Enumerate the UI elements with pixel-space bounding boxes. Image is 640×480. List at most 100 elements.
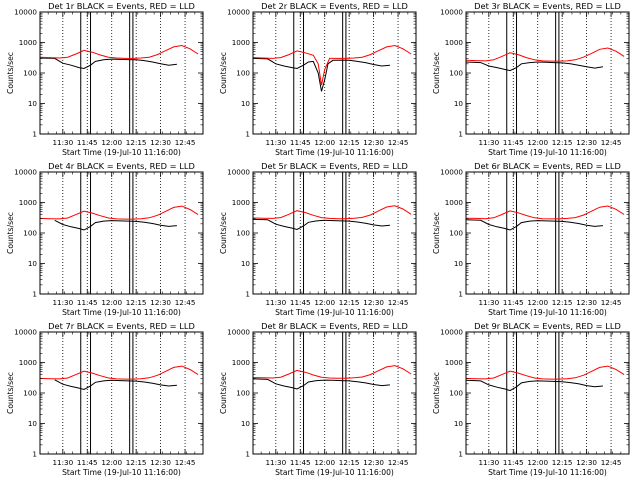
series-lld-line — [465, 365, 625, 380]
x-tick-label: 12:15 — [126, 458, 147, 467]
x-tick-label: 12:30 — [576, 138, 597, 147]
panel-title: Det 6r BLACK = Events, RED = LLD — [474, 161, 621, 171]
y-tick-label: 10 — [241, 99, 251, 108]
y-tick-label: 1000 — [445, 38, 464, 47]
x-tick-label: 12:00 — [101, 138, 122, 147]
series-events-line — [54, 219, 177, 231]
y-tick-label: 1 — [32, 130, 37, 139]
x-tick-label: 11:30 — [265, 138, 286, 147]
x-tick-label: 12:00 — [527, 138, 548, 147]
y-tick-label: 1 — [32, 290, 37, 299]
panel-title: Det 7r BLACK = Events, RED = LLD — [48, 321, 195, 331]
x-tick-label: 12:45 — [601, 298, 622, 307]
x-axis-label: Start Time (19-Jul-10 11:16:00) — [62, 468, 181, 477]
x-tick-label: 11:45 — [290, 458, 311, 467]
y-tick-label: 1 — [245, 450, 250, 459]
x-tick-label: 12:45 — [388, 458, 409, 467]
y-tick-label: 10 — [28, 99, 38, 108]
y-tick-label: 1000 — [19, 358, 38, 367]
panel-title: Det 5r BLACK = Events, RED = LLD — [261, 161, 408, 171]
x-tick-label: 12:00 — [314, 458, 335, 467]
series-events-line — [465, 379, 603, 392]
x-tick-label: 12:00 — [527, 298, 548, 307]
x-tick-label: 12:00 — [314, 298, 335, 307]
panel-6: Det 6r BLACK = Events, RED = LLD 1 10 100 10… — [432, 161, 630, 317]
panel-title: Det 2r BLACK = Events, RED = LLD — [261, 1, 408, 11]
y-tick-label: 100 — [23, 389, 37, 398]
x-tick-label: 12:15 — [339, 298, 360, 307]
series-lld-line — [39, 365, 199, 380]
series-lld-line — [465, 205, 625, 220]
y-tick-label: 1000 — [445, 198, 464, 207]
panel-7: Det 7r BLACK = Events, RED = LLD 1 10 100 10… — [6, 321, 204, 477]
x-tick-label: 12:45 — [601, 458, 622, 467]
y-axis-label: Counts/sec — [219, 52, 228, 94]
y-tick-label: 100 — [449, 229, 463, 238]
plot-frame — [465, 331, 630, 455]
y-tick-label: 1 — [245, 130, 250, 139]
panel-5: Det 5r BLACK = Events, RED = LLD 1 10 100 10… — [219, 161, 417, 317]
y-tick-label: 100 — [236, 229, 250, 238]
panel-4: Det 4r BLACK = Events, RED = LLD 1 10 100 10… — [6, 161, 204, 317]
x-tick-label: 11:30 — [265, 298, 286, 307]
y-tick-label: 1 — [458, 450, 463, 459]
y-tick-label: 1000 — [19, 198, 38, 207]
x-tick-label: 12:45 — [175, 138, 196, 147]
y-tick-label: 10 — [454, 259, 464, 268]
x-tick-label: 12:30 — [576, 298, 597, 307]
series-events-line — [39, 57, 177, 70]
series-events-line — [252, 378, 390, 390]
x-tick-label: 12:45 — [388, 298, 409, 307]
panel-9: Det 9r BLACK = Events, RED = LLD 1 10 100 10… — [432, 321, 630, 477]
series-lld-line — [252, 205, 412, 220]
y-tick-label: 10 — [241, 419, 251, 428]
plot-frame — [39, 171, 204, 295]
x-axis-label: Start Time (19-Jul-10 11:16:00) — [275, 308, 394, 317]
y-tick-label: 10000 — [227, 328, 250, 337]
x-tick-label: 11:30 — [52, 298, 73, 307]
y-tick-label: 100 — [23, 229, 37, 238]
y-tick-label: 100 — [236, 389, 250, 398]
plot-frame — [39, 11, 204, 135]
y-axis-label: Counts/sec — [432, 52, 441, 94]
x-tick-label: 11:30 — [52, 458, 73, 467]
series-events-line — [465, 219, 603, 231]
y-tick-label: 1000 — [232, 198, 251, 207]
series-lld-line — [252, 44, 412, 86]
x-tick-label: 12:00 — [101, 458, 122, 467]
x-tick-label: 12:15 — [552, 458, 573, 467]
y-tick-label: 10000 — [440, 8, 463, 17]
y-tick-label: 10 — [28, 259, 38, 268]
series-events-line — [252, 57, 390, 92]
y-tick-label: 10000 — [227, 168, 250, 177]
x-axis-label: Start Time (19-Jul-10 11:16:00) — [62, 308, 181, 317]
y-tick-label: 10000 — [440, 168, 463, 177]
y-tick-label: 1 — [458, 130, 463, 139]
x-axis-label: Start Time (19-Jul-10 11:16:00) — [488, 148, 607, 157]
y-tick-label: 1000 — [232, 358, 251, 367]
x-tick-label: 11:45 — [503, 458, 524, 467]
y-axis-label: Counts/sec — [6, 212, 15, 254]
y-axis-label: Counts/sec — [432, 372, 441, 414]
x-tick-label: 11:45 — [503, 298, 524, 307]
x-tick-label: 12:45 — [175, 298, 196, 307]
y-tick-label: 1 — [458, 290, 463, 299]
y-tick-label: 100 — [23, 69, 37, 78]
panel-2: Det 2r BLACK = Events, RED = LLD 1 10 100 10… — [219, 1, 417, 157]
panel-title: Det 4r BLACK = Events, RED = LLD — [48, 161, 195, 171]
x-tick-label: 12:30 — [150, 298, 171, 307]
plot-frame — [252, 171, 417, 295]
x-axis-label: Start Time (19-Jul-10 11:16:00) — [62, 148, 181, 157]
x-axis-label: Start Time (19-Jul-10 11:16:00) — [488, 468, 607, 477]
plot-frame — [465, 11, 630, 135]
x-tick-label: 12:30 — [576, 458, 597, 467]
x-tick-label: 12:30 — [150, 138, 171, 147]
y-tick-label: 10000 — [14, 168, 37, 177]
panel-title: Det 3r BLACK = Events, RED = LLD — [474, 1, 621, 11]
x-tick-label: 12:00 — [314, 138, 335, 147]
y-axis-label: Counts/sec — [219, 372, 228, 414]
x-tick-label: 12:15 — [552, 138, 573, 147]
x-tick-label: 12:15 — [126, 138, 147, 147]
x-tick-label: 11:45 — [77, 138, 98, 147]
y-tick-label: 100 — [449, 389, 463, 398]
